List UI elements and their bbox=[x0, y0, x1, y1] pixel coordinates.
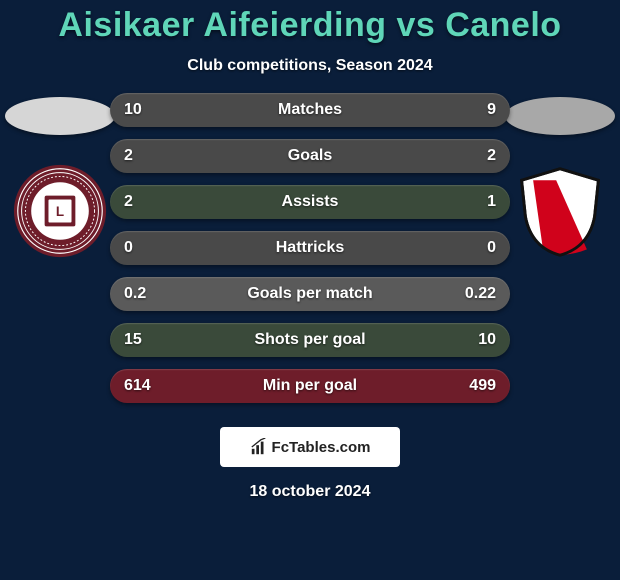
content-area: L 109Matches 22Goals 21Assists 00Hattricks 0… bbox=[0, 93, 620, 403]
footer-date: 18 october 2024 bbox=[0, 483, 620, 501]
stat-label: Shots per goal bbox=[110, 323, 510, 357]
left-team-badge: L bbox=[12, 163, 108, 259]
lanus-badge-icon: L bbox=[12, 163, 108, 259]
stat-label: Goals per match bbox=[110, 277, 510, 311]
left-team-column: L bbox=[0, 93, 120, 259]
stat-label: Hattricks bbox=[110, 231, 510, 265]
stat-label: Assists bbox=[110, 185, 510, 219]
stat-row: 614499Min per goal bbox=[110, 369, 510, 403]
stat-label: Matches bbox=[110, 93, 510, 127]
chart-icon bbox=[250, 438, 268, 456]
footer-brand[interactable]: FcTables.com bbox=[220, 427, 400, 467]
footer-brand-text: FcTables.com bbox=[272, 439, 371, 456]
right-team-badge bbox=[512, 163, 608, 259]
stat-row: 21Assists bbox=[110, 185, 510, 219]
right-player-ellipse bbox=[505, 97, 615, 135]
stat-row: 1510Shots per goal bbox=[110, 323, 510, 357]
stat-label: Goals bbox=[110, 139, 510, 173]
stat-row: 109Matches bbox=[110, 93, 510, 127]
independiente-badge-icon bbox=[512, 163, 608, 259]
left-player-ellipse bbox=[5, 97, 115, 135]
stat-row: 22Goals bbox=[110, 139, 510, 173]
stat-rows: 109Matches 22Goals 21Assists 00Hattricks 0.2… bbox=[110, 93, 510, 403]
svg-text:L: L bbox=[56, 204, 64, 219]
right-team-column bbox=[500, 93, 620, 259]
stat-row: 0.20.22Goals per match bbox=[110, 277, 510, 311]
subtitle: Club competitions, Season 2024 bbox=[0, 57, 620, 75]
page-title: Aisikaer Aifeierding vs Canelo bbox=[0, 0, 620, 45]
stat-label: Min per goal bbox=[110, 369, 510, 403]
stat-row: 00Hattricks bbox=[110, 231, 510, 265]
